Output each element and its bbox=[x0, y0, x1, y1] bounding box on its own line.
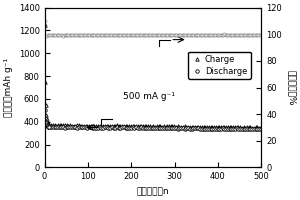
Charge bbox=[74, 124, 77, 127]
X-axis label: 循环次数，n: 循环次数，n bbox=[136, 187, 169, 196]
Discharge bbox=[141, 127, 145, 129]
Charge bbox=[259, 126, 263, 128]
Discharge bbox=[48, 126, 51, 128]
Legend: Charge, Discharge: Charge, Discharge bbox=[188, 52, 251, 79]
Line: Discharge: Discharge bbox=[48, 125, 262, 131]
Charge bbox=[70, 124, 74, 127]
Discharge bbox=[257, 128, 261, 131]
Charge bbox=[61, 124, 65, 127]
Charge bbox=[252, 127, 256, 129]
Discharge bbox=[221, 127, 225, 130]
Charge bbox=[141, 125, 145, 128]
Discharge bbox=[61, 126, 65, 128]
Discharge bbox=[110, 126, 114, 128]
Discharge bbox=[259, 128, 263, 130]
Charge bbox=[221, 126, 225, 129]
Discharge bbox=[74, 126, 77, 128]
Line: Charge: Charge bbox=[48, 123, 262, 129]
Text: 500 mA g⁻¹: 500 mA g⁻¹ bbox=[123, 92, 175, 101]
Y-axis label: 库伦效率，%: 库伦效率，% bbox=[287, 70, 296, 105]
Discharge bbox=[70, 126, 74, 129]
Charge bbox=[56, 124, 60, 126]
Discharge bbox=[55, 125, 58, 128]
Charge bbox=[110, 125, 114, 127]
Y-axis label: 比容量，mAh g⁻¹: 比容量，mAh g⁻¹ bbox=[4, 58, 13, 117]
Charge bbox=[48, 124, 51, 126]
